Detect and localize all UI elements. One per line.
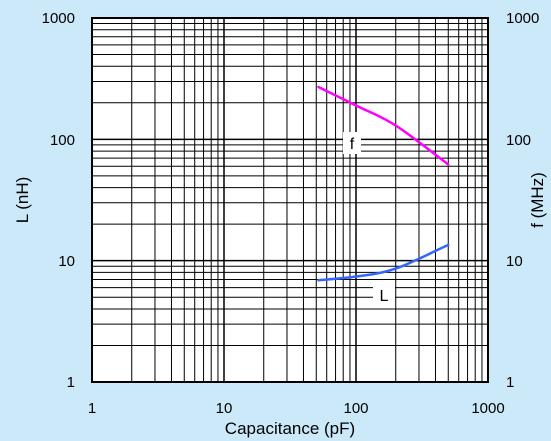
x-axis-title: Capacitance (pF) [225,419,355,438]
series-L-label-box [373,284,395,306]
x-tick-labels: 1 10 100 1000 [88,400,505,417]
y-tick-label: 1000 [42,10,75,27]
y-axis-title: L (nH) [13,177,32,224]
series-line-L [317,243,450,282]
series-L-label-text: L [380,288,389,305]
x-tick-label: 10 [216,400,233,417]
x-tick-label: 1000 [471,400,504,417]
y-tick-label: 1 [67,374,75,391]
series-f-label-box [343,132,361,154]
plot-area [92,18,488,382]
y-tick-label: 100 [50,132,75,149]
y2-tick-labels: 1000 100 10 1 [506,10,539,391]
y-tick-label: 10 [58,253,75,270]
grid [91,18,488,383]
series-line-f [317,85,450,166]
y2-axis-title: f (MHz) [528,172,547,228]
y2-tick-label: 100 [506,132,531,149]
series-f-label-text: f [350,136,355,153]
plot-frame [91,17,489,383]
series-layer [317,85,450,282]
series-f-label: f [343,132,361,154]
series-L-label: L [373,284,395,306]
y2-tick-label: 1 [506,374,514,391]
x-tick-label: 100 [343,400,368,417]
y2-tick-label: 1000 [506,10,539,27]
x-tick-label: 1 [88,400,96,417]
y2-tick-label: 10 [506,253,523,270]
y-tick-labels: 1000 100 10 1 [42,10,75,391]
